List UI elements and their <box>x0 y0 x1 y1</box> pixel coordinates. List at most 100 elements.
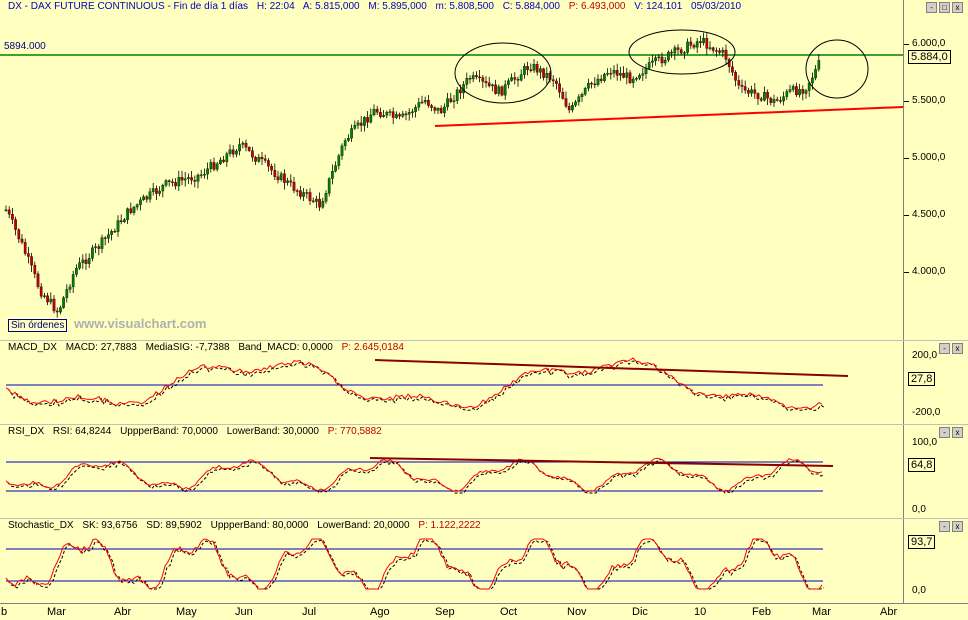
candle-body <box>427 99 430 106</box>
candle-body <box>471 75 475 80</box>
candle-body <box>689 41 693 46</box>
candle-body <box>673 47 677 54</box>
minimize-icon[interactable]: - <box>939 521 950 532</box>
tick-label: 4.000,0 <box>912 266 946 277</box>
candle-body <box>478 76 481 79</box>
candle-body <box>87 258 91 264</box>
candle-body <box>519 74 523 81</box>
tick-label: 5.500,0 <box>912 95 946 106</box>
candle-body <box>219 159 222 165</box>
minimize-icon[interactable]: - <box>939 427 950 438</box>
candle-body <box>180 177 184 181</box>
macd-last-value: 27,8 <box>908 372 936 386</box>
tick-label: 100,0 <box>912 437 938 448</box>
candle-body <box>590 82 593 85</box>
candle-body <box>315 198 318 202</box>
candle-body <box>49 298 53 303</box>
candle-body <box>71 274 75 288</box>
candle-body <box>455 89 459 101</box>
macd-pane[interactable]: MACD_DX MACD: 27,7883 MediaSIG: -7,7388 … <box>0 341 903 424</box>
candle-body <box>497 86 501 94</box>
candle-body <box>734 72 737 81</box>
candle-body <box>503 84 507 96</box>
candle-body <box>606 73 609 75</box>
candle-body <box>84 259 88 264</box>
macd-band-value: Band_MACD: 0,0000 <box>238 342 333 353</box>
candle-body <box>359 122 363 126</box>
close-icon[interactable]: x <box>952 343 963 354</box>
candle-body <box>203 174 206 176</box>
candle-body <box>715 50 718 52</box>
candle-body <box>583 88 587 95</box>
candle-body <box>65 289 69 298</box>
candle-body <box>743 86 747 91</box>
candle-body <box>366 117 369 123</box>
candle-body <box>103 237 107 239</box>
candle-body <box>347 138 350 141</box>
candle-body <box>670 51 673 54</box>
candle-body <box>20 238 24 243</box>
candle-body <box>795 86 798 96</box>
candle-body <box>788 89 792 92</box>
candle-body <box>283 173 286 183</box>
candle-body <box>139 199 142 205</box>
candle-body <box>401 113 405 117</box>
stochastic-pane[interactable]: Stochastic_DX SK: 93,6756 SD: 89,5902 Up… <box>0 519 903 603</box>
header-low: m: 5.808,500 <box>435 1 494 12</box>
price-pane[interactable]: DX - DAX FUTURE CONTINUOUS - Fin de día … <box>0 0 903 340</box>
candle-body <box>311 200 315 202</box>
candle-body <box>68 286 72 290</box>
candle-body <box>161 185 165 192</box>
candle-body <box>145 196 149 200</box>
minimize-icon[interactable]: - <box>939 343 950 354</box>
candle-body <box>155 188 158 194</box>
candle-body <box>17 229 21 240</box>
candle-body <box>596 78 600 85</box>
candle-body <box>756 93 760 99</box>
candle-body <box>36 273 40 287</box>
maximize-icon[interactable]: □ <box>939 2 950 13</box>
symbol-label: DX - DAX FUTURE CONTINUOUS - Fin de día … <box>8 1 249 12</box>
month-label: Abr <box>114 606 132 618</box>
candle-body <box>251 150 254 158</box>
header-p: P: 6.493,000 <box>568 1 626 12</box>
header-close: C: 5.884,000 <box>502 1 560 12</box>
candle-body <box>724 49 728 60</box>
indicator-line <box>5 457 823 493</box>
candle-body <box>398 114 401 117</box>
candle-body <box>129 208 133 213</box>
candle-body <box>363 117 366 126</box>
month-label: Dic <box>632 606 648 618</box>
candle-body <box>302 192 305 197</box>
candle-body <box>276 176 280 181</box>
candle-body <box>759 98 763 101</box>
close-icon[interactable]: x <box>952 427 963 438</box>
month-label: Mar <box>47 606 66 618</box>
candle-body <box>23 242 27 254</box>
close-icon[interactable]: x <box>952 521 963 532</box>
candle-body <box>683 52 686 54</box>
support-trendline <box>434 106 903 127</box>
price-header: DX - DAX FUTURE CONTINUOUS - Fin de día … <box>8 1 747 12</box>
macd-signal-value: MediaSIG: -7,7388 <box>145 342 230 353</box>
watermark: www.visualchart.com <box>74 316 207 331</box>
price-chart <box>0 29 903 318</box>
month-label: Feb <box>752 606 771 618</box>
rsi-pane[interactable]: RSI_DX RSI: 64,8244 UppperBand: 70,0000 … <box>0 425 903 518</box>
candle-body <box>337 155 341 166</box>
tick-label: 0,0 <box>912 504 926 515</box>
candle-body <box>174 182 177 187</box>
close-icon[interactable]: x <box>952 2 963 13</box>
stochastic-sk: SK: 93,6756 <box>82 520 138 531</box>
candle-body <box>222 159 225 163</box>
candle-body <box>718 50 721 53</box>
candle-body <box>375 108 379 113</box>
candle-body <box>135 204 139 208</box>
orders-badge[interactable]: Sin órdenes <box>8 319 68 332</box>
candle-body <box>27 253 30 257</box>
candle-body <box>331 171 334 179</box>
candle-body <box>609 73 613 75</box>
rsi-chart <box>5 457 834 494</box>
minimize-icon[interactable]: - <box>926 2 937 13</box>
candle-body <box>238 144 241 152</box>
